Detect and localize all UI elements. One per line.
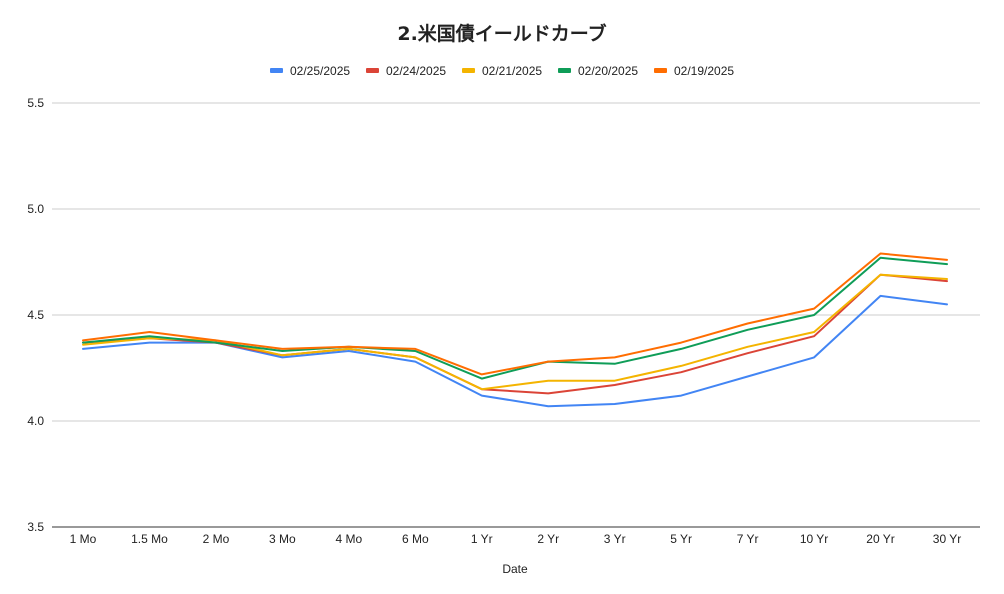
legend: 02/25/2025 02/24/2025 02/21/2025 02/20/2025…	[270, 64, 734, 78]
series-lines	[82, 252, 948, 408]
legend-label: 02/25/2025	[290, 64, 350, 78]
series-line	[82, 273, 948, 395]
legend-swatch	[366, 68, 379, 73]
x-tick-label: 2 Mo	[203, 532, 230, 546]
x-tick-label: 1.5 Mo	[131, 532, 168, 546]
x-axis-ticks: 1 Mo 1.5 Mo 2 Mo 3 Mo 4 Mo 6 Mo 1 Yr 2 Yr 3 Yr 5 …	[70, 532, 962, 546]
x-tick-label: 30 Yr	[933, 532, 961, 546]
legend-label: 02/21/2025	[482, 64, 542, 78]
x-tick-label: 20 Yr	[866, 532, 894, 546]
y-tick-label: 5.5	[27, 96, 44, 110]
x-tick-label: 10 Yr	[800, 532, 828, 546]
y-tick-label: 3.5	[27, 520, 44, 534]
series-line	[82, 256, 948, 380]
x-axis-title: Date	[502, 562, 528, 576]
legend-item: 02/25/2025	[270, 64, 350, 78]
legend-label: 02/20/2025	[578, 64, 638, 78]
x-tick-label: 4 Mo	[336, 532, 363, 546]
legend-item: 02/24/2025	[366, 64, 446, 78]
x-tick-label: 3 Mo	[269, 532, 296, 546]
y-tick-label: 4.0	[27, 414, 44, 428]
x-tick-label: 5 Yr	[670, 532, 692, 546]
legend-swatch	[462, 68, 475, 73]
y-tick-label: 4.5	[27, 308, 44, 322]
y-tick-label: 5.0	[27, 202, 44, 216]
x-tick-label: 7 Yr	[737, 532, 759, 546]
x-tick-label: 6 Mo	[402, 532, 429, 546]
legend-item: 02/19/2025	[654, 64, 734, 78]
legend-swatch	[558, 68, 571, 73]
legend-swatch	[654, 68, 667, 73]
legend-swatch	[270, 68, 283, 73]
x-tick-label: 2 Yr	[537, 532, 559, 546]
legend-item: 02/21/2025	[462, 64, 542, 78]
x-tick-label: 1 Yr	[471, 532, 493, 546]
series-line	[82, 252, 948, 376]
x-tick-label: 3 Yr	[604, 532, 626, 546]
x-tick-label: 1 Mo	[70, 532, 97, 546]
gridlines	[52, 102, 980, 528]
legend-label: 02/24/2025	[386, 64, 446, 78]
y-axis-ticks: 3.5 4.0 4.5 5.0 5.5	[27, 96, 44, 534]
legend-item: 02/20/2025	[558, 64, 638, 78]
series-line	[82, 273, 948, 391]
legend-label: 02/19/2025	[674, 64, 734, 78]
chart-title: 2.米国債イールドカーブ	[397, 22, 606, 45]
